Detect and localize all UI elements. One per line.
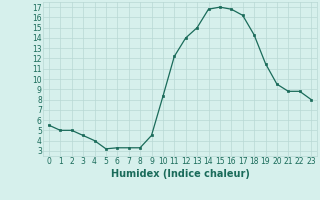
X-axis label: Humidex (Indice chaleur): Humidex (Indice chaleur) [111, 169, 249, 179]
